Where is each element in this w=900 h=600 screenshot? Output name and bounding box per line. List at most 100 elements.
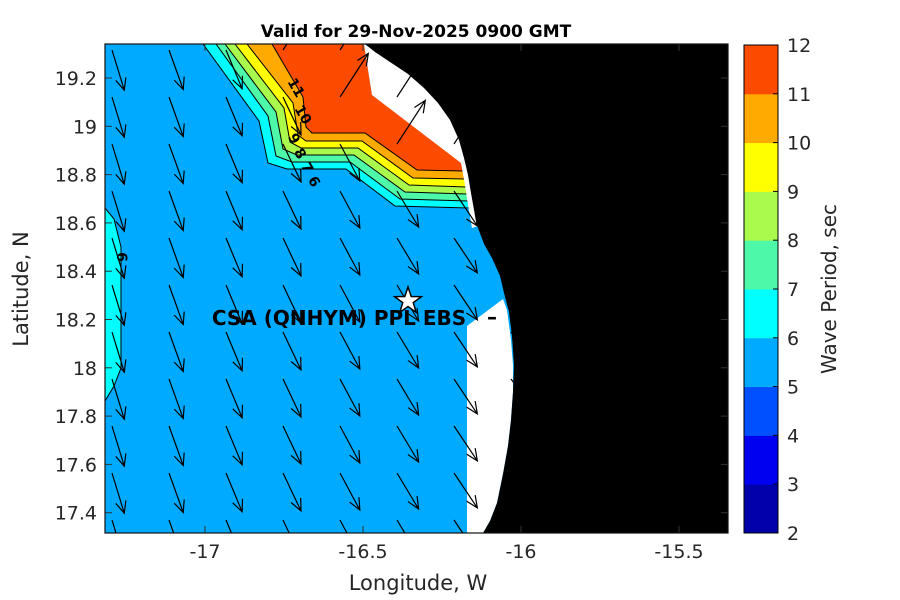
quiver-arrow [111, 472, 127, 515]
quiver-arrow [510, 331, 537, 367]
quiver-arrow [681, 519, 696, 533]
quiver-arrow [453, 378, 479, 416]
quiver-arrow [339, 284, 361, 324]
quiver-arrow [282, 472, 302, 513]
station-label: CSA (QNHYM) PPL EBS [212, 306, 466, 330]
y-tick-label: 18.8 [55, 165, 97, 187]
quiver-arrow [339, 425, 361, 465]
quiver-arrow [510, 99, 541, 145]
quiver-arrow [396, 378, 420, 417]
quiver-arrow [453, 190, 479, 228]
colorbar-tick-label: 5 [787, 377, 799, 399]
quiver-arrow [624, 284, 655, 318]
y-tick-label: 19 [73, 116, 97, 138]
colorbar-cell [744, 386, 778, 436]
x-tick-label: -16 [505, 541, 536, 563]
y-tick-label: 19.2 [55, 68, 97, 90]
axes-frame: -17 -16.5 -16 -15.5 19.2 19 18.8 18.6 18.4 18.2 18… [55, 43, 729, 563]
quiver-arrow [339, 190, 361, 230]
quiver-arrow [567, 425, 596, 460]
quiver-arrow [225, 284, 244, 326]
colorbar-tick-label: 9 [787, 181, 799, 203]
quiver-arrow [225, 49, 244, 91]
quiver-arrow [225, 96, 244, 138]
contour-line-6 [202, 44, 470, 209]
y-axis-label: Latitude, N [9, 231, 33, 347]
contour-line-10 [246, 44, 466, 180]
quiver-arrow [282, 190, 302, 231]
y-tick-label: 17.4 [55, 503, 97, 525]
quiver-arrow [396, 331, 420, 370]
x-tick-label: -16.5 [338, 541, 387, 563]
x-tick-label: -15.5 [654, 541, 703, 563]
quiver-arrow [624, 425, 655, 459]
y-tick-label: 18 [73, 358, 97, 380]
quiver-arrow [111, 96, 127, 139]
quiver-arrow [111, 331, 127, 374]
nodata-wedge [364, 44, 478, 228]
quiver-arrow [396, 52, 427, 98]
quiver-arrow [168, 190, 185, 232]
quiver-arrow [681, 237, 713, 269]
quiver-arrow [111, 49, 127, 92]
quiver-arrow [339, 237, 361, 277]
quiver-arrow [624, 378, 655, 412]
quiver-arrow [567, 52, 598, 98]
contour-line-9 [234, 44, 467, 188]
quiver-arrow [111, 143, 127, 186]
quiver-arrow [225, 237, 244, 279]
quiver-arrow [168, 143, 185, 185]
quiver-arrow [510, 519, 522, 533]
contour-value-label-west: 6 [113, 252, 129, 262]
y-tick-label: 18.2 [55, 310, 97, 332]
colorbar-cell [744, 484, 778, 534]
quiver-arrow [225, 143, 244, 185]
quiver-arrow [282, 96, 302, 137]
colorbar-cell [744, 45, 778, 95]
y-tick-label: 18.6 [55, 213, 97, 235]
colorbar-cell [744, 191, 778, 241]
quiver-arrow [282, 519, 290, 533]
quiver-arrow [681, 331, 713, 363]
quiver-arrow [282, 425, 302, 466]
quiver-arrow [282, 284, 302, 325]
quiver-arrow [510, 284, 537, 320]
colorbar-tick-label: 6 [787, 328, 799, 350]
quiver-arrow [111, 519, 117, 533]
quiver-arrow [510, 472, 537, 508]
quiver-arrow [396, 425, 420, 464]
colorbar: 2 3 4 5 6 7 8 9 10 11 12 [743, 35, 811, 545]
station-star-marker [392, 284, 424, 315]
quiver-arrow [396, 519, 406, 533]
quiver-arrow [282, 378, 302, 419]
quiver-arrow [624, 99, 655, 145]
quiver-arrow [282, 237, 302, 278]
quiver-arrow [624, 190, 655, 224]
contour-line-8 [224, 44, 468, 195]
quiver-arrow [681, 425, 713, 457]
quiver-arrow [225, 519, 233, 533]
west-6s-contour-sliver [105, 207, 122, 402]
x-axis-label: Longitude, W [349, 571, 488, 595]
quiver-arrow [510, 425, 537, 461]
colorbar-tick-label: 2 [787, 523, 799, 545]
quiver-arrow [567, 378, 596, 413]
quiver-arrow [111, 378, 127, 421]
colorbar-tick-label: 11 [787, 84, 811, 106]
nodata-coastal-strip [467, 299, 513, 533]
quiver-arrow [168, 284, 185, 326]
quiver-arrow [339, 331, 361, 371]
quiver-arrow [396, 190, 420, 229]
quiver-arrow [225, 472, 244, 514]
quiver-arrow [567, 99, 598, 145]
colorbar-tick-label: 12 [787, 35, 811, 57]
quiver-arrow [168, 331, 185, 373]
quiver-arrow [567, 190, 596, 225]
quiver-arrow [225, 378, 244, 420]
quiver-arrow [624, 472, 655, 506]
quiver-arrow [510, 237, 537, 273]
quiver-arrow [453, 99, 484, 145]
colorbar-tick-label: 7 [787, 279, 799, 301]
quiver-arrow [396, 472, 420, 511]
